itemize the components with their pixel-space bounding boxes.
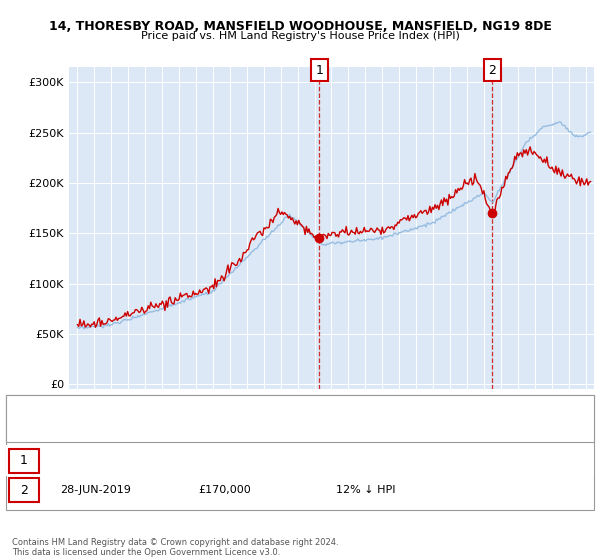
Text: 17-APR-2009: 17-APR-2009	[60, 456, 132, 466]
Text: £144,950: £144,950	[198, 456, 251, 466]
Text: 14, THORESBY ROAD, MANSFIELD WOODHOUSE, MANSFIELD, NG19 8DE (detached house: 14, THORESBY ROAD, MANSFIELD WOODHOUSE, …	[57, 405, 496, 416]
Text: 14, THORESBY ROAD, MANSFIELD WOODHOUSE, MANSFIELD, NG19 8DE: 14, THORESBY ROAD, MANSFIELD WOODHOUSE, …	[49, 20, 551, 32]
Text: 1: 1	[316, 63, 323, 77]
Text: 2: 2	[20, 483, 28, 497]
Text: £170,000: £170,000	[198, 485, 251, 495]
Text: Price paid vs. HM Land Registry's House Price Index (HPI): Price paid vs. HM Land Registry's House …	[140, 31, 460, 41]
Text: 1: 1	[20, 454, 28, 468]
Text: 28-JUN-2019: 28-JUN-2019	[60, 485, 131, 495]
Text: 5% ↑ HPI: 5% ↑ HPI	[336, 456, 388, 466]
Text: 2: 2	[488, 63, 496, 77]
Text: ————: ————	[24, 404, 74, 417]
Text: ————: ————	[24, 421, 74, 434]
Text: HPI: Average price, detached house, Mansfield: HPI: Average price, detached house, Mans…	[57, 422, 285, 432]
Text: Contains HM Land Registry data © Crown copyright and database right 2024.
This d: Contains HM Land Registry data © Crown c…	[12, 538, 338, 557]
Text: 12% ↓ HPI: 12% ↓ HPI	[336, 485, 395, 495]
